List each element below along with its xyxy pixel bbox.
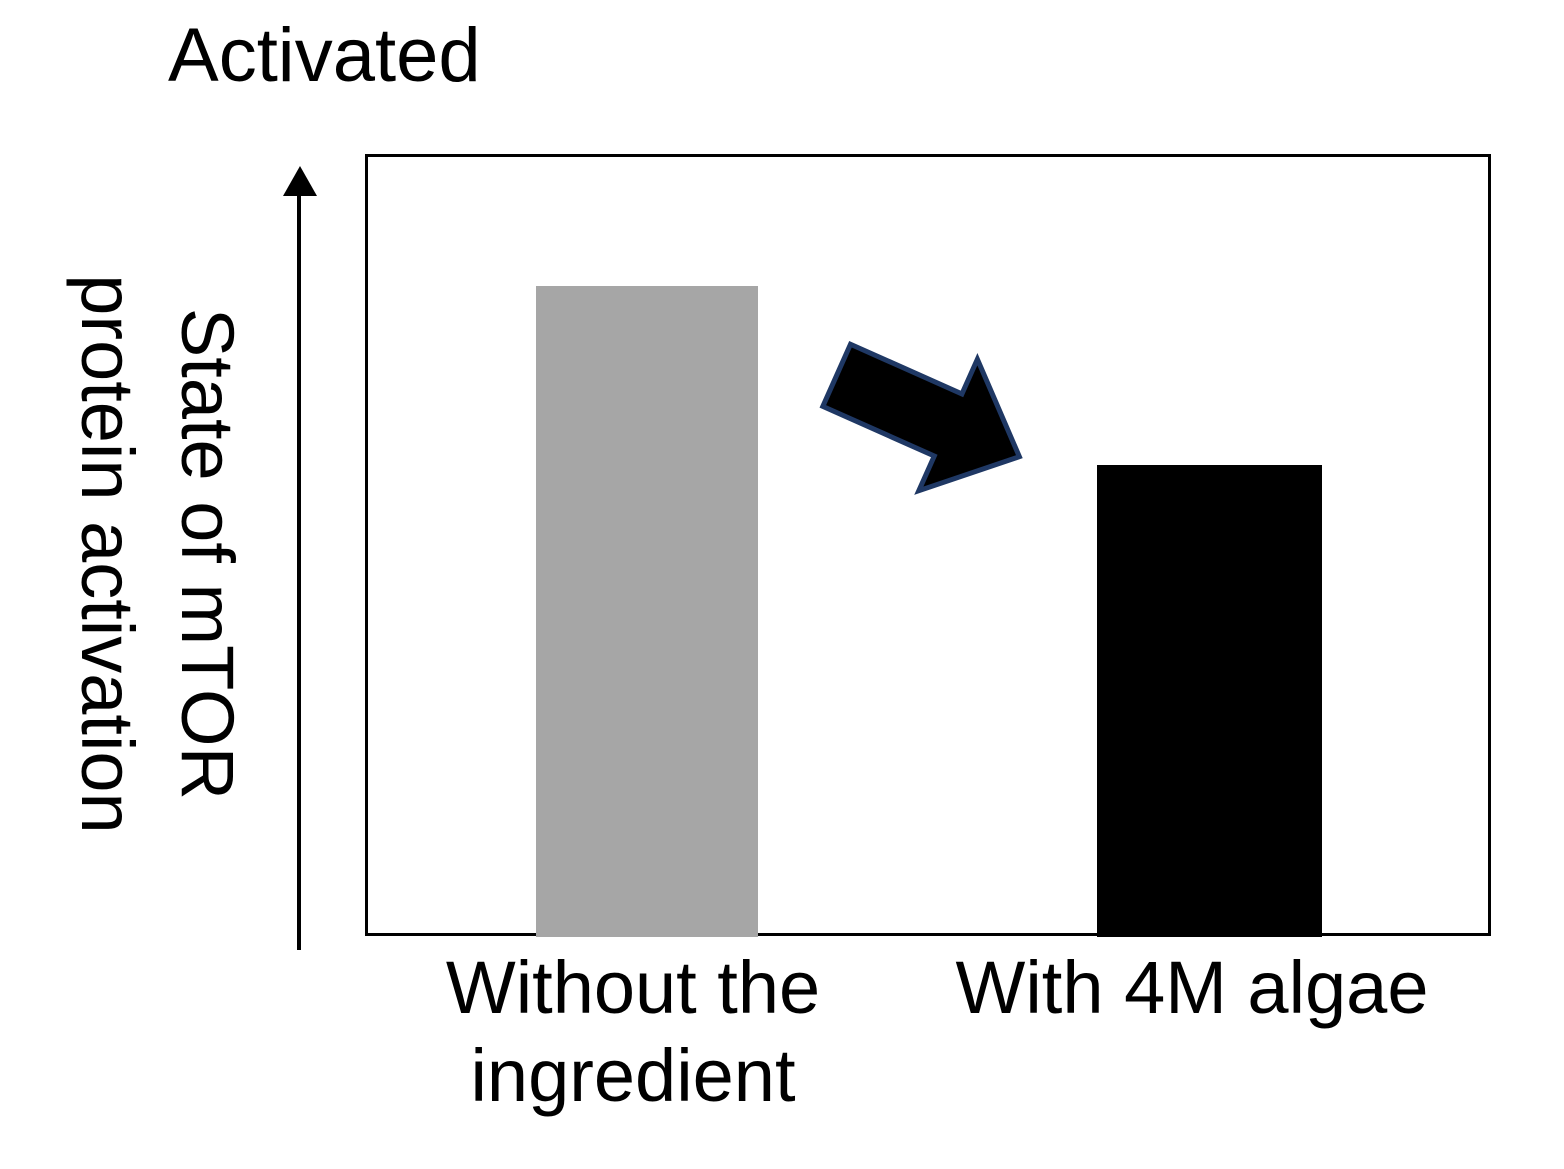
x-label-without-ingredient: Without the ingredient [446,944,820,1120]
x-label-with-4m-algae: With 4M algae [955,946,1429,1029]
bar-without-ingredient [536,286,758,937]
decrease-arrow-icon [819,340,1023,495]
chart-title-activated: Activated [168,13,481,98]
plot-area [365,154,1491,936]
decrease-arrow-shape [819,340,1023,495]
y-axis-label-line2: protein activation [66,274,149,834]
y-axis-arrowhead-up-icon [283,166,317,196]
bar-with-4m-algae [1097,465,1322,937]
y-axis-label: State of mTOR protein activation [57,234,257,874]
y-axis-line [297,192,301,950]
x-label-without-ingredient-line2: ingredient [470,1034,796,1117]
y-axis-label-line1: State of mTOR [166,307,249,801]
x-label-without-ingredient-line1: Without the [445,946,821,1029]
